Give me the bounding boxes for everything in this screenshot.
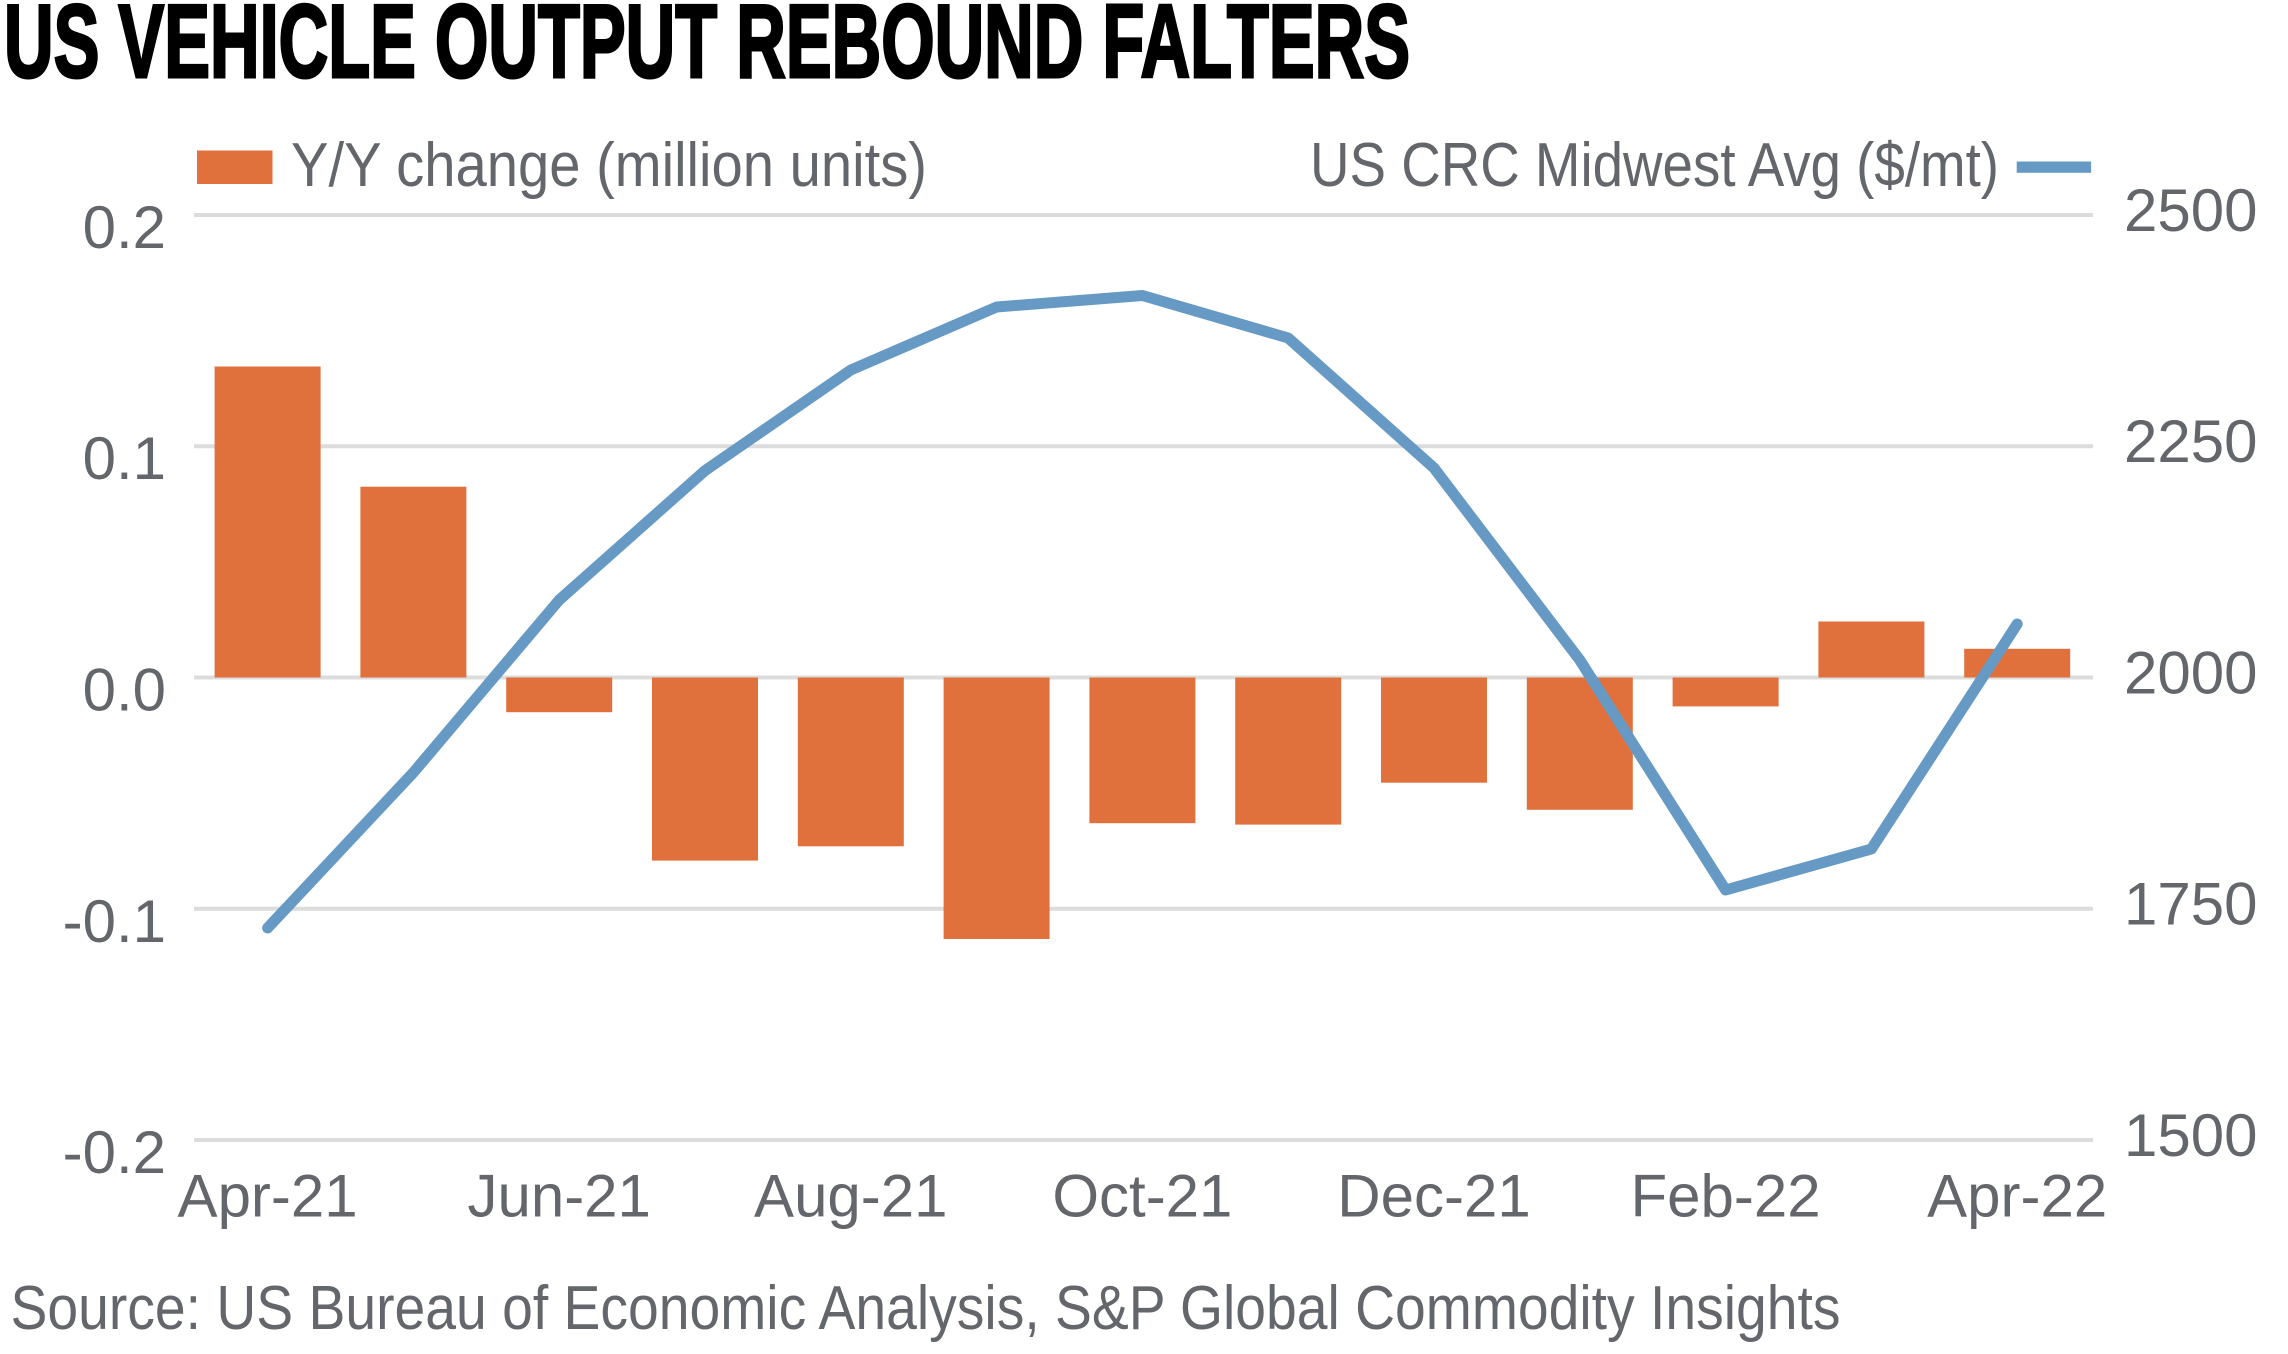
svg-text:1500: 1500 (2124, 1102, 2257, 1169)
svg-text:2250: 2250 (2124, 408, 2257, 475)
svg-text:Source: US Bureau of Economic: Source: US Bureau of Economic Analysis, … (11, 1274, 1841, 1343)
svg-text:-0.2: -0.2 (63, 1119, 166, 1186)
svg-text:Jun-21: Jun-21 (467, 1162, 650, 1229)
svg-text:1750: 1750 (2124, 871, 2257, 938)
svg-text:Feb-22: Feb-22 (1631, 1162, 1821, 1229)
svg-text:Apr-21: Apr-21 (178, 1162, 358, 1229)
svg-text:Aug-21: Aug-21 (754, 1162, 947, 1229)
svg-text:US CRC Midwest Avg ($/mt): US CRC Midwest Avg ($/mt) (1310, 131, 1999, 200)
svg-text:US VEHICLE OUTPUT REBOUND FALT: US VEHICLE OUTPUT REBOUND FALTERS (4, 0, 1410, 100)
svg-text:Y/Y change (million units): Y/Y change (million units) (291, 131, 927, 200)
svg-text:Oct-21: Oct-21 (1052, 1162, 1232, 1229)
svg-text:0.0: 0.0 (83, 657, 166, 724)
svg-text:2500: 2500 (2124, 177, 2257, 244)
svg-text:Apr-22: Apr-22 (1927, 1162, 2107, 1229)
svg-text:2000: 2000 (2124, 639, 2257, 706)
svg-text:0.1: 0.1 (83, 425, 166, 492)
svg-text:Dec-21: Dec-21 (1337, 1162, 1530, 1229)
svg-text:0.2: 0.2 (83, 194, 166, 261)
svg-text:-0.1: -0.1 (63, 888, 166, 955)
